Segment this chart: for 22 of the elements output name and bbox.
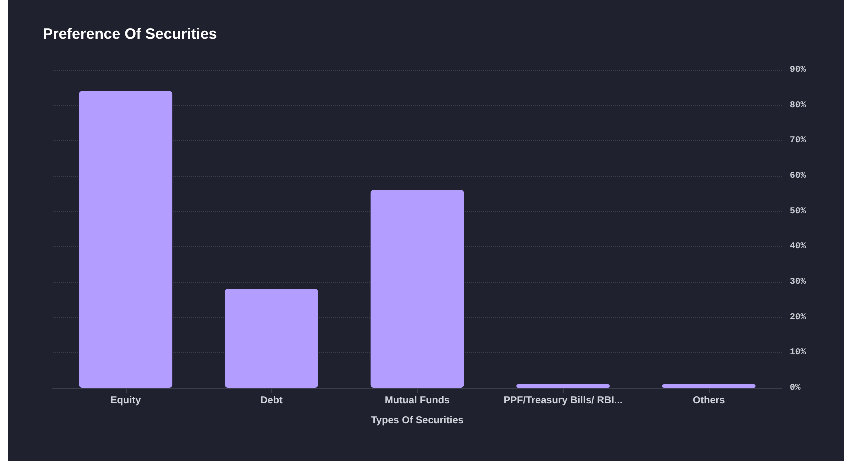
bar bbox=[516, 384, 610, 388]
x-tick-label: Others bbox=[692, 396, 726, 406]
y-tick-label: 0% bbox=[790, 383, 802, 393]
y-tick-label: 80% bbox=[790, 100, 807, 110]
bar bbox=[370, 190, 464, 388]
y-tick-label: 60% bbox=[790, 171, 807, 181]
y-tick-label: 10% bbox=[790, 348, 807, 358]
y-tick-label: 70% bbox=[790, 136, 807, 146]
y-tick-label: 20% bbox=[790, 312, 807, 322]
x-tick-label: Debt bbox=[260, 396, 284, 406]
y-tick-label: 30% bbox=[790, 277, 807, 287]
x-axis-title: Types Of Securities bbox=[371, 416, 464, 426]
x-tick-label: Equity bbox=[110, 396, 142, 406]
bar bbox=[79, 91, 173, 388]
y-tick-label: 40% bbox=[790, 242, 807, 252]
y-tick-label: 50% bbox=[790, 206, 807, 216]
bar bbox=[662, 384, 756, 388]
x-tick-label: PPF/Treasury Bills/ RBI... bbox=[504, 396, 623, 406]
bar bbox=[225, 289, 318, 388]
y-tick-label: 90% bbox=[790, 65, 807, 75]
chart-title: Preference Of Securities bbox=[43, 26, 218, 43]
x-tick-label: Mutual Funds bbox=[385, 396, 450, 406]
